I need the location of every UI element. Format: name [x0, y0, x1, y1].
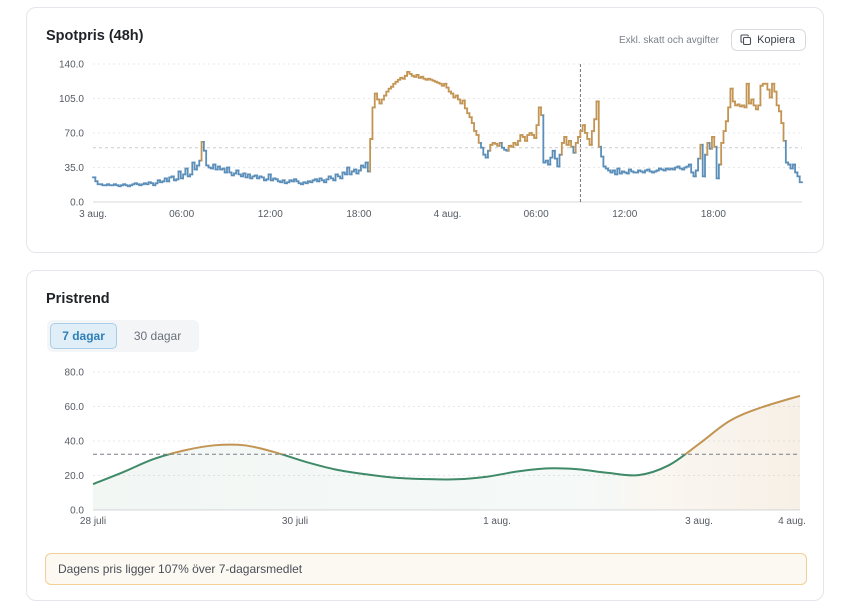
copy-button-label: Kopiera — [757, 34, 795, 46]
x-tick-label: 28 juli — [80, 516, 106, 527]
price-step — [690, 163, 695, 174]
copy-icon — [740, 34, 752, 46]
x-tick-label: 18:00 — [346, 209, 371, 220]
price-step — [782, 122, 787, 142]
price-step — [549, 156, 554, 166]
y-tick-label: 140.0 — [59, 60, 84, 71]
y-tick-label: 80.0 — [65, 368, 85, 379]
y-tick-label: 20.0 — [65, 471, 85, 482]
x-tick-label: 06:00 — [524, 209, 549, 220]
y-tick-label: 105.0 — [59, 94, 84, 105]
tab-30-days[interactable]: 30 dagar — [133, 329, 182, 343]
price-step — [482, 146, 487, 156]
y-tick-label: 60.0 — [65, 402, 85, 413]
x-tick-label: 1 aug. — [483, 516, 511, 527]
price-step — [205, 149, 210, 167]
price-step — [597, 100, 602, 148]
tab-7-days[interactable]: 7 dagar — [50, 323, 118, 349]
price-step — [784, 139, 790, 164]
price-step — [602, 155, 607, 168]
price-step — [704, 153, 709, 178]
price-step — [773, 82, 778, 93]
tax-note: Exkl. skatt och avgifter — [618, 35, 719, 46]
trend-area — [93, 395, 800, 510]
price-step — [759, 84, 764, 107]
x-tick-label: 12:00 — [612, 209, 637, 220]
trend-line-above — [165, 394, 801, 455]
x-tick-label: 4 aug. — [778, 516, 806, 527]
price-step — [369, 138, 374, 173]
price-step — [553, 149, 559, 160]
price-step — [584, 124, 589, 134]
x-tick-label: 06:00 — [169, 209, 194, 220]
price-step — [574, 141, 579, 154]
x-tick-label: 4 aug. — [434, 209, 462, 220]
price-step — [477, 134, 482, 144]
spot-price-card: Spotpris (48h) Exkl. skatt och avgifter … — [26, 7, 824, 253]
y-tick-label: 40.0 — [65, 437, 85, 448]
price-step — [727, 106, 732, 123]
trend-info-banner: Dagens pris ligger 107% över 7-dagarsmed… — [45, 553, 807, 585]
price-step — [720, 141, 725, 166]
trend-title: Pristrend — [46, 291, 110, 307]
price-step — [780, 110, 785, 125]
spot-price-title: Spotpris (48h) — [46, 28, 144, 44]
price-step — [487, 149, 492, 159]
price-step — [558, 153, 563, 168]
price-step — [371, 106, 376, 140]
price-step — [724, 120, 729, 132]
price-step — [202, 140, 208, 152]
x-tick-label: 3 aug. — [79, 209, 107, 220]
price-step — [463, 99, 469, 110]
copy-button[interactable]: Kopiera — [731, 29, 806, 51]
y-tick-label: 0.0 — [70, 198, 84, 209]
price-step — [697, 157, 702, 172]
price-step — [542, 114, 547, 164]
x-tick-label: 18:00 — [701, 209, 726, 220]
price-step — [593, 118, 598, 132]
x-tick-label: 12:00 — [258, 209, 283, 220]
x-tick-label: 3 aug. — [685, 516, 713, 527]
price-step — [717, 163, 723, 180]
price-step — [794, 163, 799, 174]
trend-chart: 0.0 20.0 40.0 60.0 80.0 28 juli 30 juli 1 aug. 3… — [65, 368, 806, 528]
spot-price-chart: 0.0 35.0 70.0 105.0 140.0 3 aug. 06:00 12:00 18:… — [59, 60, 803, 220]
price-step — [713, 136, 718, 148]
price-step — [535, 124, 540, 139]
y-tick-label: 0.0 — [70, 506, 84, 517]
trend-line-below — [92, 454, 688, 486]
price-step — [473, 122, 478, 132]
x-tick-label: 30 juli — [282, 516, 308, 527]
y-tick-label: 70.0 — [65, 129, 85, 140]
price-step — [731, 87, 736, 103]
period-toggle: 7 dagar 30 dagar — [47, 320, 199, 352]
price-step — [798, 175, 803, 184]
price-step — [540, 106, 545, 117]
trend-card: Pristrend 7 dagar 30 dagar Dagens pris l… — [26, 270, 824, 601]
price-step — [560, 141, 566, 156]
y-tick-label: 35.0 — [65, 163, 85, 174]
